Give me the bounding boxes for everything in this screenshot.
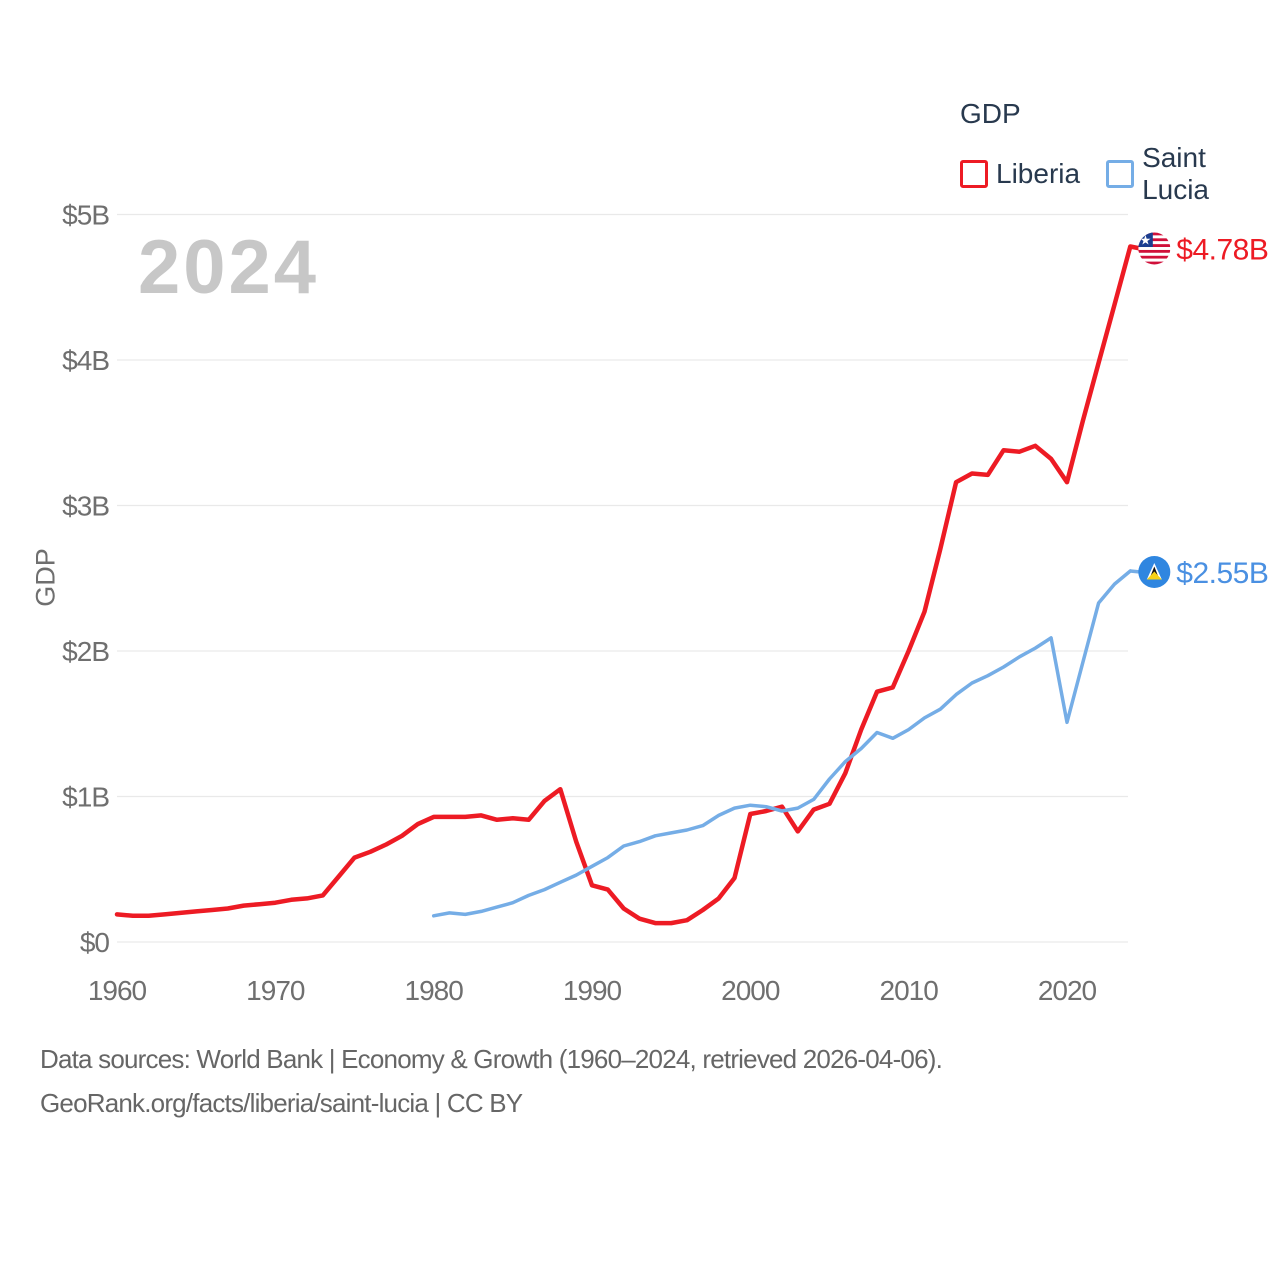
saint-lucia-flag-icon: [1138, 555, 1171, 588]
y-tick-label: $2B: [62, 636, 109, 667]
data-sources-text: Data sources: World Bank | Economy & Gro…: [40, 1044, 943, 1074]
x-tick-label: 1980: [405, 975, 464, 1006]
saint-lucia-line[interactable]: [431, 569, 1133, 918]
y-tick-label: $4B: [62, 345, 109, 376]
x-tick-label: 2000: [721, 975, 780, 1006]
saint-lucia-end-value: $2.55B: [1176, 557, 1268, 590]
attribution-text: GeoRank.org/facts/liberia/saint-lucia | …: [40, 1088, 523, 1118]
legend-label-saint-lucia: Saint Lucia: [1142, 142, 1209, 205]
svg-text:★: ★: [1140, 233, 1152, 248]
x-tick-label: 1990: [563, 975, 622, 1006]
chart-legend: GDP Liberia Saint Lucia: [960, 98, 1280, 206]
y-tick-label: $1B: [62, 782, 109, 813]
year-watermark: 2024: [138, 225, 320, 310]
liberia-end-value: $4.78B: [1176, 234, 1268, 267]
y-tick-label: $3B: [62, 491, 109, 522]
legend-item-saint-lucia[interactable]: Saint Lucia: [1106, 142, 1280, 206]
liberia-swatch-icon: [960, 160, 988, 188]
y-tick-label: $5B: [62, 200, 109, 231]
saint-lucia-swatch-icon: [1106, 160, 1135, 188]
legend-row: Liberia Saint Lucia: [960, 142, 1280, 206]
chart-footer: Data sources: World Bank | Economy & Gro…: [40, 1044, 943, 1132]
x-tick-label: 2020: [1038, 975, 1097, 1006]
legend-label-liberia: Liberia: [996, 158, 1081, 189]
liberia-line[interactable]: [114, 244, 1133, 926]
x-tick-label: 1960: [88, 975, 147, 1006]
y-tick-label: $0: [80, 927, 110, 958]
legend-title: GDP: [960, 98, 1021, 129]
liberia-flag-icon: ★: [1138, 232, 1171, 265]
legend-item-liberia[interactable]: Liberia: [960, 158, 1080, 190]
x-tick-label: 2010: [880, 975, 939, 1006]
x-tick-label: 1970: [246, 975, 305, 1006]
